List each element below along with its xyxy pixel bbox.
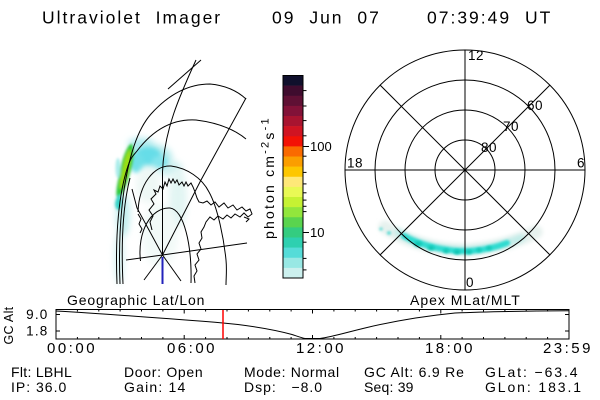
svg-text:80: 80	[481, 140, 497, 155]
svg-text:Gain: 14: Gain: 14	[124, 379, 187, 395]
svg-text:23:59: 23:59	[543, 340, 593, 357]
svg-text:IP: 36.0: IP: 36.0	[11, 379, 67, 395]
svg-text:Geographic Lat/Lon: Geographic Lat/Lon	[67, 292, 205, 308]
svg-text:Mode: Normal: Mode: Normal	[244, 364, 340, 380]
svg-text:18: 18	[347, 156, 363, 171]
svg-text:12: 12	[468, 48, 484, 63]
svg-text:GLat: −63.4: GLat: −63.4	[485, 364, 579, 380]
svg-text:12:00: 12:00	[296, 340, 346, 357]
svg-text:1.8: 1.8	[26, 324, 48, 339]
svg-text:0: 0	[466, 275, 474, 290]
svg-text:Ultraviolet Imager: Ultraviolet Imager	[42, 8, 222, 28]
svg-text:Apex MLat/MLT: Apex MLat/MLT	[410, 292, 521, 308]
svg-text:Dsp: −8.0: Dsp: −8.0	[244, 379, 323, 395]
svg-text:60: 60	[527, 98, 543, 113]
svg-text:photon cm-2s-1: photon cm-2s-1	[260, 116, 278, 239]
svg-text:Seq: 39: Seq: 39	[364, 379, 414, 395]
svg-text:6: 6	[577, 156, 585, 171]
svg-text:GC Alt: 6.9 Re: GC Alt: 6.9 Re	[364, 364, 465, 380]
svg-text:00:00: 00:00	[47, 340, 97, 357]
svg-text:GLon: 183.1: GLon: 183.1	[485, 379, 583, 395]
svg-text:09 Jun 07: 09 Jun 07	[272, 8, 381, 28]
svg-text:18:00: 18:00	[425, 340, 475, 357]
svg-text:GC Alt: GC Alt	[2, 306, 16, 344]
svg-text:Flt: LBHL: Flt: LBHL	[11, 364, 72, 380]
svg-text:07:39:49 UT: 07:39:49 UT	[427, 8, 552, 28]
svg-text:100: 100	[310, 139, 332, 154]
svg-text:10: 10	[310, 225, 324, 240]
svg-text:Door: Open: Door: Open	[124, 364, 203, 380]
svg-text:06:00: 06:00	[167, 340, 217, 357]
svg-text:70: 70	[503, 119, 519, 134]
svg-text:9.0: 9.0	[26, 307, 48, 322]
